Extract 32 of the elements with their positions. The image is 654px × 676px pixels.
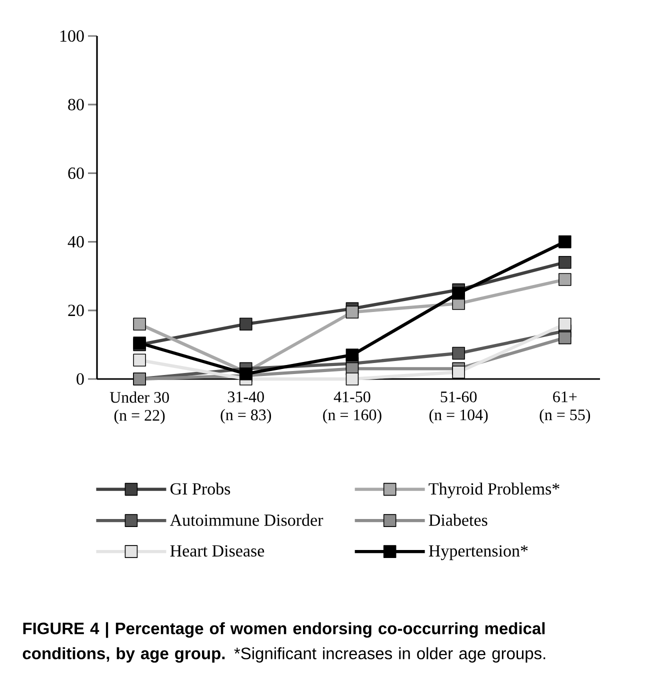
x-tick-label: 31-40 (n = 83) xyxy=(220,392,272,424)
point xyxy=(346,372,359,386)
x-tick-label: 51-60 (n = 104) xyxy=(429,392,488,424)
legend-label: Autoimmune Disorder xyxy=(170,514,324,526)
legend-label: Thyroid Problems* xyxy=(428,482,560,498)
point xyxy=(346,306,359,319)
x-tick-label: 61+ (n = 55) xyxy=(540,392,590,424)
point xyxy=(558,273,572,286)
y-tick-label: 80 xyxy=(68,98,84,110)
point xyxy=(239,318,252,331)
point xyxy=(452,366,465,379)
point xyxy=(558,256,572,269)
point xyxy=(133,354,146,367)
text: FIGURE 4 | Percentage of women endorsing co-occurring medical conditions, by age group. *Significant increases in older age groups. xyxy=(22,622,546,663)
point xyxy=(558,331,572,344)
point xyxy=(452,286,465,300)
point xyxy=(558,235,572,248)
point xyxy=(346,348,359,362)
y-tick-label: 20 xyxy=(68,304,84,316)
x-tick-label: 41-50 (n = 160) xyxy=(323,392,382,424)
point xyxy=(133,318,146,331)
point xyxy=(558,318,572,331)
y-tick-label: 0 xyxy=(76,373,84,385)
legend-label: GI Probs xyxy=(170,482,230,495)
legend-label: Heart Disease xyxy=(170,545,264,557)
y-tick-label: 100 xyxy=(60,30,84,42)
x-tick-label: Under 30 (n = 22) xyxy=(110,392,169,424)
point xyxy=(452,346,465,360)
y-tick-label: 60 xyxy=(68,167,84,179)
legend-label: Hypertension* xyxy=(428,545,528,560)
legend-label: Diabetes xyxy=(428,514,488,526)
y-tick-label: 40 xyxy=(68,236,84,248)
